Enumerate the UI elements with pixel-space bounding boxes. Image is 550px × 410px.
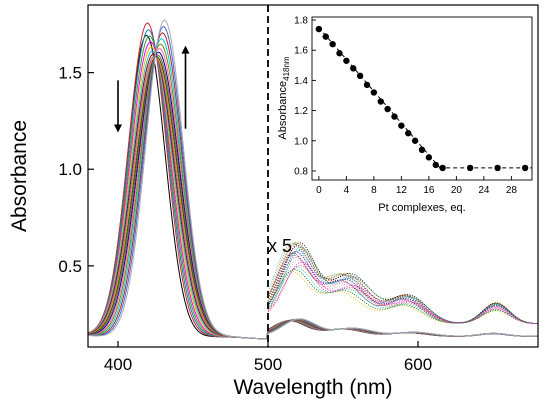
inset-data-point (329, 40, 336, 48)
main-y-tick-label: 1.0 (58, 160, 82, 179)
inset-y-tick-label: 0.8 (294, 166, 308, 177)
inset-x-tick-label: 0 (316, 185, 322, 196)
inset-data-points (315, 25, 529, 172)
main-x-tick-label: 500 (254, 355, 282, 374)
magnified-series-3 (267, 252, 539, 324)
inset-x-axis-label: Pt complexes, eq. (378, 202, 465, 214)
magnification-label: x 5 (268, 236, 292, 256)
inset-y-axis-label: Absorbance418nm (277, 56, 291, 140)
inset-x-tick-label: 24 (478, 185, 490, 196)
main-plot-frame (87, 4, 539, 348)
main-annotations (114, 5, 269, 347)
inset-plot: 0 4 8 12 16 20 24 28 0.8 1.0 1.2 1.4 1.6 1.8 Pt compl… (277, 16, 533, 214)
main-y-tick-label: 0.5 (58, 257, 82, 276)
magnified-series-13 (267, 250, 539, 324)
inset-data-point (405, 130, 412, 137)
inset-data-point (370, 89, 378, 96)
inset-data-point (343, 57, 350, 64)
magnified-series-15 (267, 242, 539, 324)
magnified-series-8 (267, 251, 539, 324)
inset-y-tick-label: 1.0 (294, 136, 308, 147)
inset-x-tick-label: 20 (451, 185, 463, 196)
inset-data-point (411, 137, 419, 144)
inset-y-tick-label: 1.4 (294, 76, 308, 87)
inset-data-point (494, 164, 501, 172)
inset-x-tick-label: 12 (396, 185, 408, 196)
arrow-up-head (181, 45, 190, 54)
inset-data-point (425, 154, 433, 161)
magnified-series-19 (267, 261, 539, 324)
magnified-series-6 (267, 269, 539, 325)
magnified-series-11 (267, 267, 539, 325)
magnified-series-17 (267, 246, 539, 324)
inset-y-tick-label: 1.8 (294, 16, 308, 27)
main-x-axis-label: Wavelength (nm) (233, 376, 392, 399)
inset-data-point (322, 33, 329, 40)
magnified-series-14 (267, 259, 539, 324)
inset-data-point (521, 164, 529, 172)
main-y-axis-label: Absorbance (8, 120, 31, 232)
magnified-series-5 (267, 242, 539, 324)
magnified-series-10 (267, 242, 539, 324)
inset-x-tick-label: 16 (423, 185, 435, 196)
inset-y-tick-label: 1.2 (294, 106, 308, 117)
inset-x-tick-label: 8 (371, 185, 377, 196)
inset-data-point (391, 113, 398, 120)
spectrum-series-19 (87, 19, 538, 340)
magnified-series-1 (267, 271, 539, 325)
inset-data-point (315, 25, 323, 33)
inset-axis-ticks: 0 4 8 12 16 20 24 28 0.8 1.0 1.2 1.4 1.6 1.8 (294, 16, 517, 196)
inset-data-point (418, 146, 426, 154)
inset-data-point (466, 164, 474, 172)
arrow-down-head (114, 124, 122, 133)
inset-data-point (377, 98, 384, 105)
inset-y-axis-label-sub: 418nm (282, 56, 291, 81)
inset-data-point (363, 81, 371, 89)
inset-data-point (398, 122, 405, 129)
magnified-series-9 (267, 257, 539, 324)
inset-data-point (336, 50, 343, 57)
magnified-series-2 (267, 242, 539, 324)
magnified-series-18 (267, 249, 539, 324)
inset-y-tick-label: 1.6 (294, 46, 308, 57)
inset-data-point (439, 164, 446, 172)
main-x-tick-label: 600 (404, 355, 432, 374)
inset-x-tick-label: 4 (344, 185, 350, 196)
main-axis-ticks: 400 500 600 0.5 1.0 1.5 (58, 64, 432, 374)
inset-data-point (384, 105, 391, 113)
magnified-series-4 (267, 254, 539, 324)
inset-data-point (356, 72, 364, 80)
inset-data-point (350, 65, 357, 72)
inset-data-point (432, 161, 439, 169)
main-x-tick-label: 400 (104, 355, 132, 374)
inset-x-tick-label: 28 (506, 185, 518, 196)
inset-plot-frame (311, 16, 533, 181)
main-y-tick-label: 1.5 (58, 64, 82, 83)
main-spectra-curves (87, 19, 539, 340)
inset-y-axis-label-main: Absorbance (277, 81, 289, 140)
magnified-series-12 (267, 245, 539, 324)
